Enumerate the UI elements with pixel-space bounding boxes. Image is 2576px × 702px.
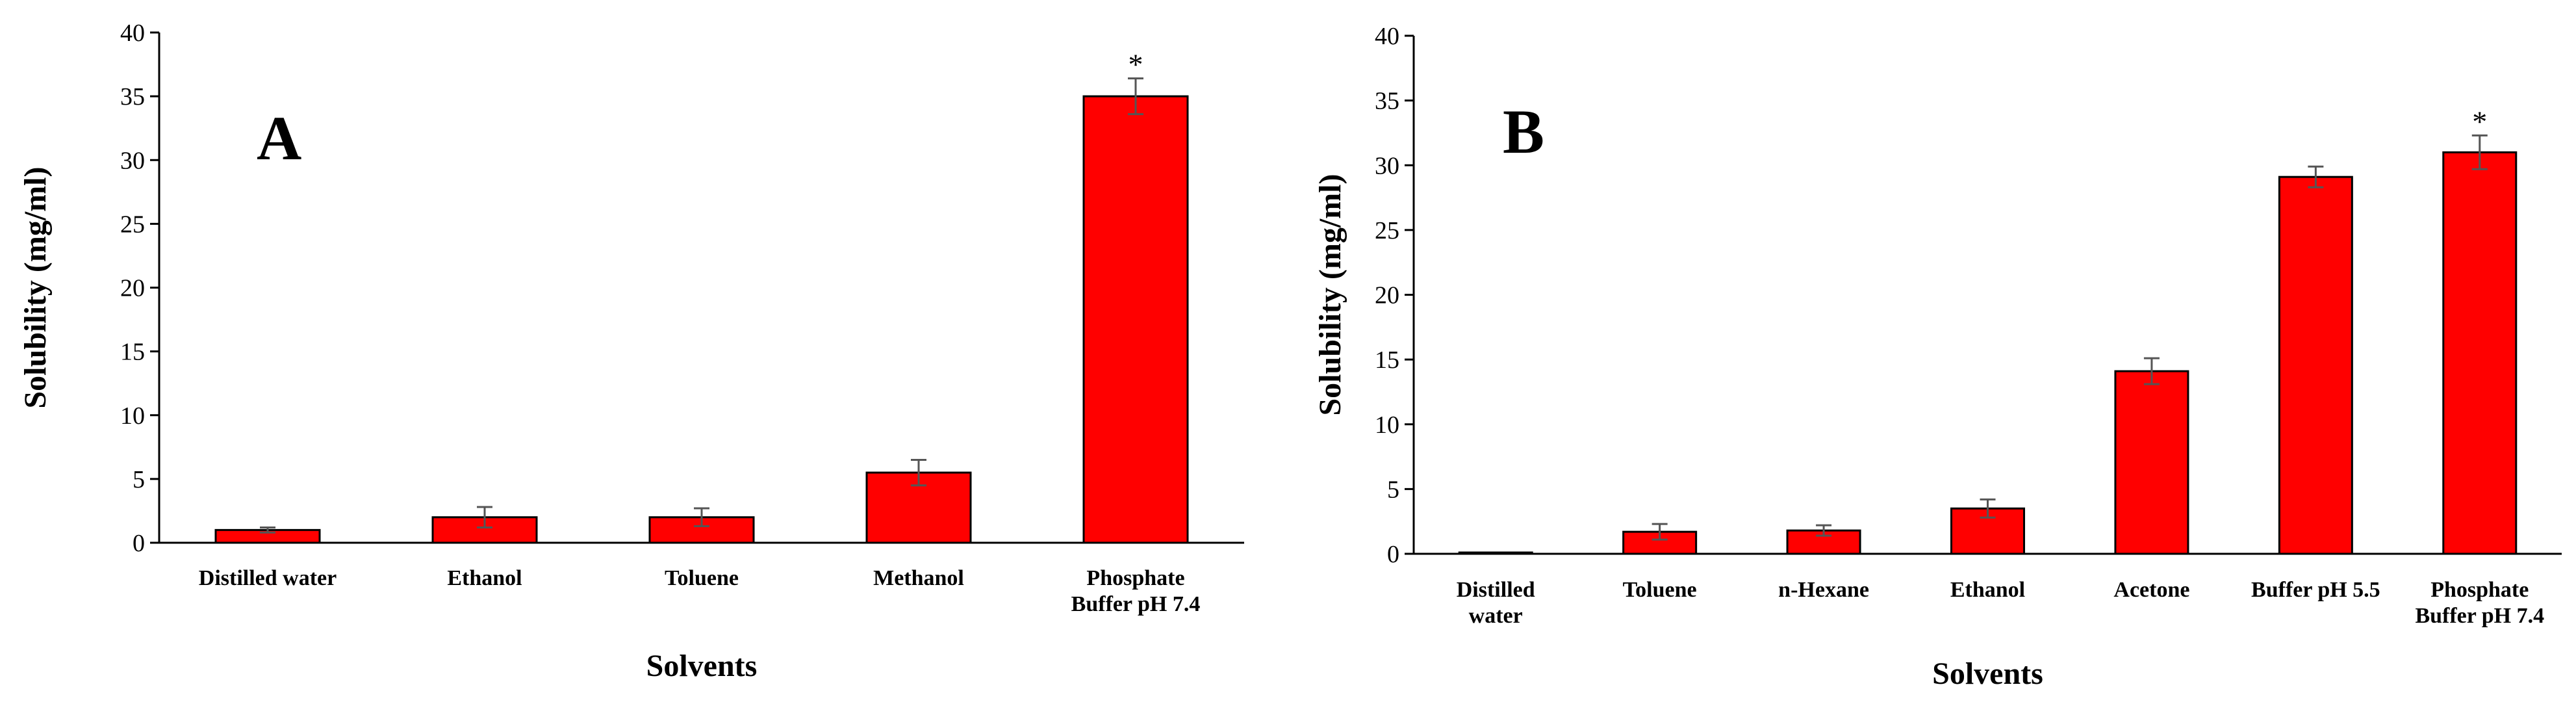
error-bar (477, 506, 492, 528)
bar (1458, 551, 1533, 555)
x-category-label: Ethanol (447, 566, 522, 590)
error-bar (1128, 77, 1143, 116)
x-category-label: Methanol (873, 566, 964, 590)
y-tick-label: 15 (120, 339, 145, 366)
y-tick-label: 30 (120, 147, 145, 174)
y-tick-label: 5 (133, 466, 145, 493)
bar (2278, 176, 2353, 555)
x-axis-title: Solvents (646, 649, 758, 683)
x-axis-title: Solvents (1932, 656, 2043, 691)
x-category-label: Ethanol (1950, 578, 2025, 602)
x-category-label-line: Distilled water (199, 566, 337, 590)
x-category-label: Distilled water (1457, 578, 1535, 628)
error-bar (2143, 357, 2160, 385)
error-bar (260, 526, 275, 534)
y-tick-label: 10 (120, 402, 145, 430)
x-category-label-line: Phosphate (1086, 566, 1184, 590)
error-bar (2308, 165, 2324, 188)
y-tick-label: 20 (120, 275, 145, 302)
x-category-label-line: Ethanol (447, 566, 522, 590)
y-tick-label: 10 (1375, 411, 1399, 439)
significance-marker: * (2472, 105, 2487, 138)
bar (2442, 151, 2518, 555)
x-category-label-line: n-Hexane (1778, 578, 1869, 602)
x-category-label: Distilled water (199, 566, 337, 590)
panel-label: A (257, 103, 301, 173)
x-category-label-line: Toluene (1623, 578, 1697, 602)
x-category-label-line: Ethanol (1950, 578, 2025, 602)
y-tick-label: 20 (1375, 282, 1399, 309)
y-tick-label: 0 (133, 530, 145, 557)
y-tick-label: 25 (120, 211, 145, 238)
x-category-label-line: Distilled (1457, 578, 1535, 602)
error-bar (911, 458, 926, 487)
x-category-label: Phosphate Buffer pH 7.4 (2415, 578, 2544, 628)
x-category-label: Acetone (2113, 578, 2189, 602)
y-tick-label: 40 (120, 20, 145, 47)
y-tick-label: 35 (1375, 88, 1399, 115)
error-bar (2471, 134, 2488, 170)
significance-marker: * (1129, 48, 1143, 81)
x-category-label: Toluene (665, 566, 739, 590)
y-axis-title: Solubility (mg/ml) (18, 166, 53, 408)
x-category-label: Toluene (1623, 578, 1697, 602)
x-category-label-line: Buffer pH 7.4 (1071, 592, 1201, 616)
x-category-label-line: Buffer pH 7.4 (2415, 604, 2544, 628)
error-bar (1980, 498, 1996, 519)
bar (2114, 370, 2189, 555)
x-category-label: Phosphate Buffer pH 7.4 (1071, 566, 1201, 616)
x-category-label: n-Hexane (1778, 578, 1869, 602)
error-bar (1816, 524, 1832, 537)
chart-b: Solubility (mg/ml) 0 5 10 15 20 25 30 35 40 Distil… (1313, 23, 2562, 691)
x-category-label: Buffer pH 5.5 (2251, 578, 2380, 602)
error-bar (1651, 523, 1668, 541)
y-tick-label: 15 (1375, 346, 1399, 374)
bar (1082, 95, 1189, 544)
y-tick-label: 40 (1375, 23, 1399, 50)
x-category-label-line: Methanol (873, 566, 964, 590)
y-tick-label: 0 (1387, 541, 1399, 568)
chart-a: Solubility (mg/ml) 0 5 10 15 20 25 30 35 40 Distil… (18, 20, 1244, 683)
x-category-label-line: Toluene (665, 566, 739, 590)
y-tick-label: 30 (1375, 152, 1399, 179)
y-axis-title: Solubility (mg/ml) (1313, 174, 1347, 415)
y-tick-label: 5 (1387, 476, 1399, 503)
error-bar (694, 507, 709, 527)
x-category-label-line: Acetone (2113, 578, 2189, 602)
y-tick-label: 25 (1375, 217, 1399, 244)
panel-label: B (1503, 97, 1544, 166)
x-category-label-line: Buffer pH 5.5 (2251, 578, 2380, 602)
x-category-label-line: water (1469, 604, 1523, 628)
y-tick-label: 35 (120, 83, 145, 110)
x-category-label-line: Phosphate (2430, 578, 2529, 602)
